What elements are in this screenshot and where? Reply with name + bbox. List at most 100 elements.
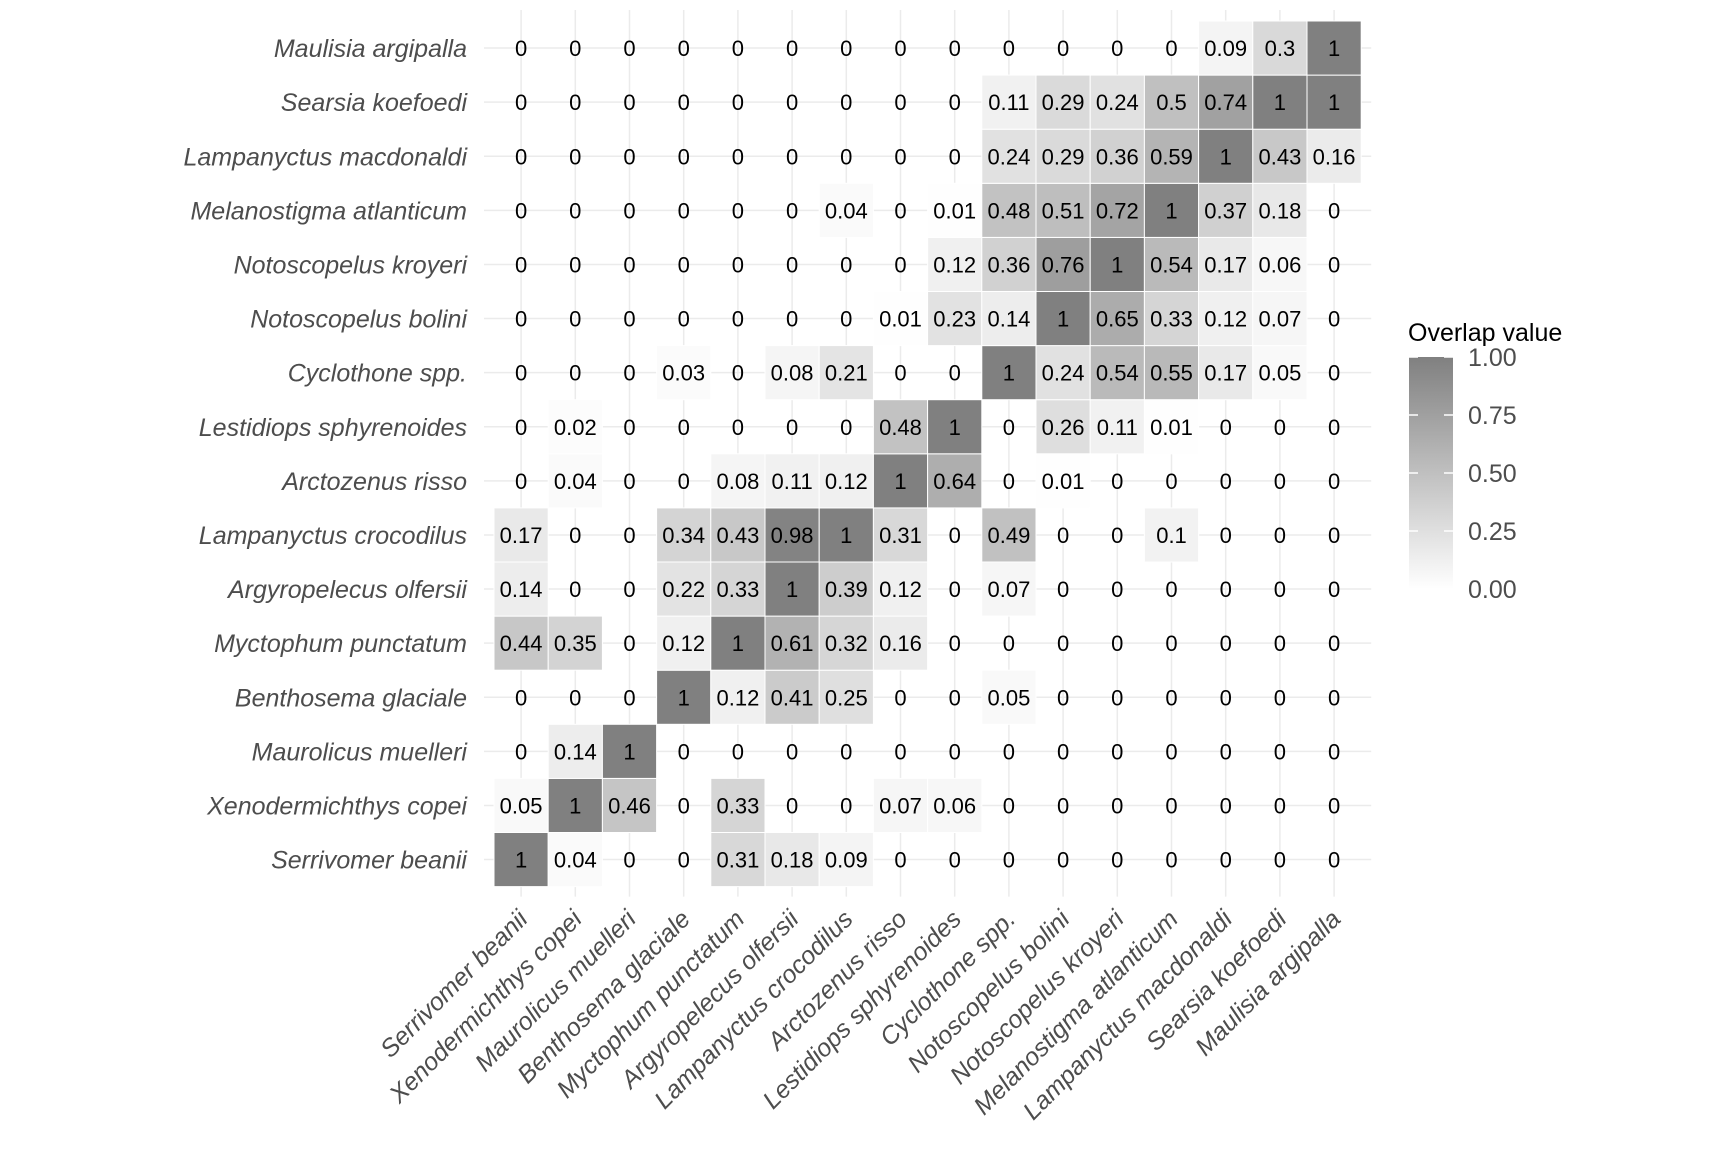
y-tick-label-maulisia-argipalla: Maulisia argipalla [274, 35, 467, 63]
cell-value-label: 0 [1274, 685, 1286, 710]
cell-value-label: 0.11 [772, 469, 813, 494]
cell-value-label: 0 [1165, 36, 1177, 61]
cell-value-label: 1 [678, 685, 690, 710]
cell-value-label: 0 [840, 90, 852, 115]
cell-value-label: 0 [1328, 793, 1340, 818]
cell-value-label: 0.36 [1096, 144, 1139, 169]
y-tick-label-cyclothone-spp: Cyclothone spp. [288, 360, 467, 388]
heatmap-cell [547, 399, 603, 455]
y-tick-label-searsia-koefoedi: Searsia koefoedi [281, 89, 469, 117]
cell-value-label: 0.48 [987, 198, 1030, 223]
y-tick-label-myctophum-punctatum: Myctophum punctatum [214, 630, 467, 658]
cell-value-label: 0 [515, 469, 527, 494]
heatmap-cell [764, 832, 820, 888]
heatmap-cell [1306, 128, 1362, 184]
cell-value-label: 0.33 [716, 577, 759, 602]
cell-value-label: 0 [786, 90, 798, 115]
cell-value-label: 0.76 [1042, 252, 1085, 277]
heatmap-cell [981, 507, 1037, 563]
heatmap-cell [1035, 399, 1091, 455]
cell-value-label: 0 [569, 577, 581, 602]
cell-value-label: 0 [1328, 523, 1340, 548]
cell-value-label: 0.17 [500, 523, 543, 548]
cell-value-label: 0 [1328, 848, 1340, 873]
cell-value-label: 0 [515, 36, 527, 61]
cell-value-label: 0 [1111, 739, 1123, 764]
cell-value-label: 0.72 [1096, 198, 1139, 223]
cell-value-label: 0.29 [1042, 90, 1085, 115]
cell-value-label: 1 [1328, 90, 1340, 115]
heatmap-cells [493, 20, 1362, 888]
cell-value-label: 0 [786, 739, 798, 764]
cell-value-label: 1 [515, 848, 527, 873]
heatmap-cell [818, 832, 874, 888]
heatmap-cell [1035, 345, 1091, 401]
heatmap-cell [656, 345, 712, 401]
legend-tick-label: 0.00 [1468, 576, 1517, 604]
heatmap-cell [872, 615, 929, 671]
cell-value-label: 0 [569, 36, 581, 61]
cell-value-label: 0 [732, 144, 744, 169]
heatmap-cell [1089, 236, 1145, 292]
cell-value-label: 0 [894, 198, 906, 223]
heatmap-cell [1035, 291, 1091, 347]
cell-value-label: 0 [840, 793, 852, 818]
cell-value-label: 0 [569, 144, 581, 169]
cell-value-label: 0 [678, 739, 690, 764]
cell-value-label: 0 [1274, 793, 1286, 818]
cell-value-label: 0 [1057, 36, 1069, 61]
heatmap-cell [1089, 291, 1145, 347]
legend-ticks: 0.00 0.25 0.50 0.75 1.00 [1409, 344, 1517, 604]
cell-value-label: 0 [894, 848, 906, 873]
heatmap-cell [1089, 128, 1145, 184]
cell-value-label: 1 [569, 793, 581, 818]
legend: Overlap value 0.00 0.25 0.50 0.75 1.00 [1408, 319, 1562, 604]
heatmap-cell [981, 74, 1037, 130]
cell-value-label: 0 [1220, 793, 1232, 818]
cell-value-label: 0 [786, 144, 798, 169]
cell-value-label: 0.37 [1204, 198, 1247, 223]
cell-value-label: 0 [1111, 469, 1123, 494]
cell-value-label: 0 [786, 415, 798, 440]
cell-value-label: 0 [1111, 523, 1123, 548]
heatmap-cell [1198, 345, 1254, 401]
cell-value-label: 0 [1111, 36, 1123, 61]
cell-value-label: 0 [623, 307, 635, 332]
cell-value-label: 0.24 [987, 144, 1030, 169]
heatmap-cell [1143, 399, 1200, 455]
heatmap-cell [1089, 345, 1145, 401]
heatmap-cell [1198, 236, 1254, 292]
cell-value-label: 0 [569, 252, 581, 277]
cell-value-label: 0 [1274, 469, 1286, 494]
cell-value-label: 0.33 [716, 793, 759, 818]
cell-value-label: 0.07 [1258, 307, 1301, 332]
heatmap-cell [764, 561, 820, 617]
cell-value-label: 0.23 [933, 307, 976, 332]
y-tick-label-lestidiops-sphyrenoides: Lestidiops sphyrenoides [199, 414, 467, 442]
cell-value-label: 0 [515, 415, 527, 440]
cell-value-label: 0 [1003, 415, 1015, 440]
cell-value-label: 0 [949, 577, 961, 602]
cell-value-label: 0 [1220, 685, 1232, 710]
cell-value-label: 0.12 [879, 577, 922, 602]
heatmap-cell [1143, 345, 1200, 401]
cell-value-label: 0.21 [825, 361, 868, 386]
cell-value-label: 0.18 [771, 848, 814, 873]
cell-value-label: 0 [1274, 739, 1286, 764]
cell-value-label: 0 [1165, 739, 1177, 764]
cell-value-label: 0.06 [933, 793, 976, 818]
cell-value-label: 0 [949, 848, 961, 873]
cell-value-label: 0 [1057, 685, 1069, 710]
cell-value-label: 0.03 [662, 361, 705, 386]
heatmap-cell [872, 507, 929, 563]
cell-value-label: 0 [1220, 523, 1232, 548]
cell-value-label: 0 [786, 793, 798, 818]
cell-value-label: 0.31 [879, 523, 922, 548]
cell-value-label: 0 [1057, 631, 1069, 656]
cell-value-label: 0 [1111, 577, 1123, 602]
cell-value-label: 0 [840, 307, 852, 332]
heatmap-cell [981, 128, 1037, 184]
cell-value-label: 0.22 [662, 577, 705, 602]
cell-value-label: 0 [1057, 793, 1069, 818]
cell-value-label: 0.04 [554, 469, 597, 494]
